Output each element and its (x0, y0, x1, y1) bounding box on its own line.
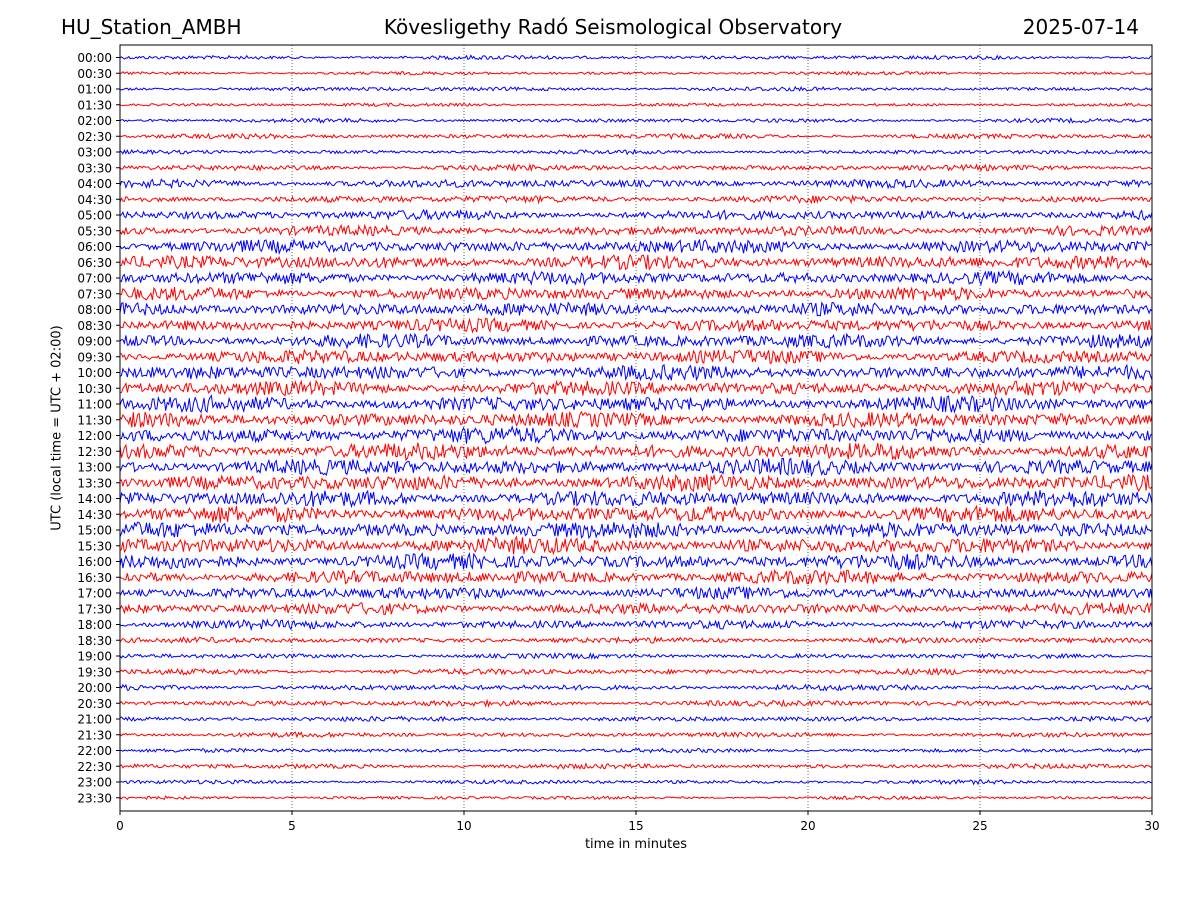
y-tick-label: 07:30 (77, 287, 112, 301)
trace-line (119, 473, 1153, 493)
y-tick-label: 00:30 (77, 67, 112, 81)
y-tick-label: 16:00 (77, 555, 112, 569)
y-tick-label: 08:00 (77, 303, 112, 317)
trace-line (119, 132, 1153, 141)
x-tick-label: 5 (288, 819, 296, 833)
x-tick-label: 15 (628, 819, 643, 833)
y-tick-label: 16:30 (77, 571, 112, 585)
y-tick-label: 09:00 (77, 335, 112, 349)
chart-title: Kövesligethy Radó Seismological Observat… (383, 15, 843, 39)
trace-line (119, 162, 1153, 173)
y-tick-label: 19:00 (77, 650, 112, 664)
trace-line (119, 568, 1153, 586)
y-tick-label: 11:30 (77, 413, 112, 427)
y-tick-label: 03:30 (77, 161, 112, 175)
y-tick-label: 13:30 (77, 476, 112, 490)
trace-line (119, 457, 1153, 478)
x-tick-label: 30 (1144, 819, 1159, 833)
trace-line (119, 504, 1153, 524)
y-tick-label: 14:30 (77, 508, 112, 522)
y-tick-label: 12:30 (77, 445, 112, 459)
y-tick-label: 15:00 (77, 524, 112, 538)
y-tick-label: 21:00 (77, 713, 112, 727)
x-tick-label: 0 (116, 819, 124, 833)
trace-line (119, 795, 1153, 801)
grid-group (291, 45, 981, 811)
y-tick-label: 12:00 (77, 429, 112, 443)
chart-date: 2025-07-14 (1022, 15, 1139, 39)
y-tick-label: 07:00 (77, 272, 112, 286)
trace-line (119, 535, 1153, 556)
y-tick-label: 05:00 (77, 209, 112, 223)
y-tick-label: 23:00 (77, 776, 112, 790)
x-axis-label: time in minutes (584, 837, 688, 852)
x-tick-label: 10 (456, 819, 471, 833)
y-tick-label: 02:30 (77, 130, 112, 144)
y-tick-label: 21:30 (77, 728, 112, 742)
y-tick-label: 03:00 (77, 146, 112, 160)
trace-line (119, 177, 1153, 190)
y-tick-label: 22:30 (77, 760, 112, 774)
y-tick-label: 09:30 (77, 350, 112, 364)
trace-line (119, 667, 1153, 676)
y-tick-label: 08:30 (77, 319, 112, 333)
trace-line (119, 394, 1153, 414)
y-tick-label: 04:30 (77, 193, 112, 207)
y-tick-label: 17:30 (77, 602, 112, 616)
y-tick-label: 06:30 (77, 256, 112, 270)
x-axis: 0 5 10 15 20 25 30 (116, 811, 1160, 833)
trace-line (119, 269, 1153, 287)
trace-line (119, 762, 1153, 770)
trace-line (119, 348, 1153, 365)
y-tick-label: 10:30 (77, 382, 112, 396)
y-tick-label: 20:00 (77, 681, 112, 695)
trace-line (120, 70, 1153, 76)
trace-line (119, 85, 1153, 92)
y-tick-label: 20:30 (77, 697, 112, 711)
y-tick-label: 04:00 (77, 177, 112, 191)
y-tick-label: 17:00 (77, 587, 112, 601)
station-name: HU_Station_AMBH (61, 15, 242, 39)
y-tick-label: 11:00 (77, 398, 112, 412)
trace-line (119, 731, 1153, 739)
trace-line (119, 238, 1153, 256)
y-tick-label: 14:00 (77, 492, 112, 506)
trace-line (119, 521, 1153, 540)
trace-line (119, 442, 1153, 462)
y-axis-label: UTC (local time = UTC + 02:00) (49, 325, 65, 531)
y-tick-label: 01:00 (77, 83, 112, 97)
trace-line (120, 286, 1153, 302)
y-tick-label: 00:00 (77, 51, 112, 65)
x-tick-label: 20 (800, 819, 815, 833)
y-tick-label: 22:00 (77, 744, 112, 758)
y-tick-label: 18:00 (77, 618, 112, 632)
trace-line (119, 208, 1153, 221)
trace-line (119, 651, 1152, 660)
y-tick-label: 13:00 (77, 461, 112, 475)
y-tick-label: 06:00 (77, 240, 112, 254)
y-tick-label: 23:30 (77, 791, 112, 805)
y-tick-label: 18:30 (77, 634, 112, 648)
y-tick-label: 15:30 (77, 539, 112, 553)
y-tick-label: 19:30 (77, 665, 112, 679)
x-tick-label: 25 (972, 819, 987, 833)
y-tick-label: 05:30 (77, 224, 112, 238)
y-tick-label: 01:30 (77, 98, 112, 112)
y-tick-label: 02:00 (77, 114, 112, 128)
y-tick-label: 10:00 (77, 366, 112, 380)
